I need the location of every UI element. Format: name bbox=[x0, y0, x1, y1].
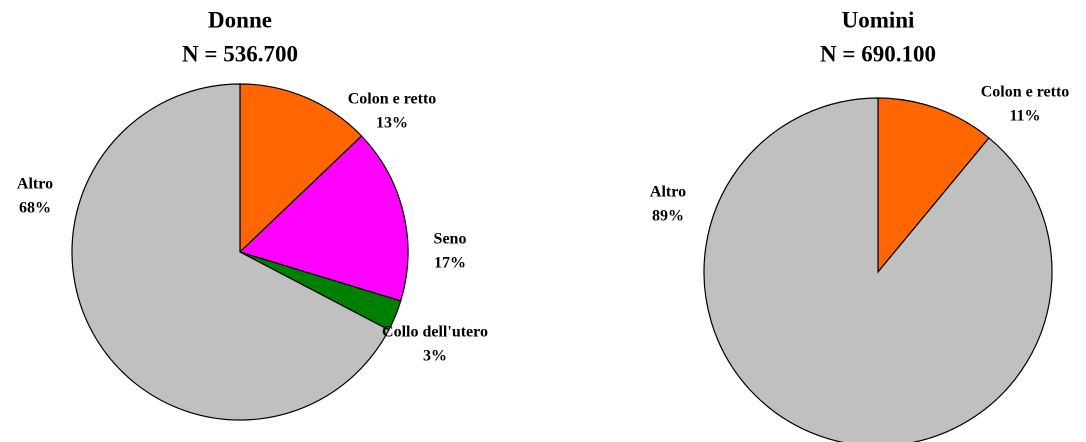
chart-subtitle: N = 690.100 bbox=[820, 41, 936, 66]
slice-label: Seno bbox=[434, 231, 467, 248]
slice-value-label: 89% bbox=[652, 208, 684, 225]
slice-label: Altro bbox=[650, 184, 686, 201]
slice-label: Altro bbox=[17, 176, 53, 193]
slice-value-label: 3% bbox=[423, 348, 447, 365]
chart-subtitle: N = 536.700 bbox=[182, 41, 298, 66]
chart-title: Donne bbox=[208, 7, 272, 32]
chart-title: Uomini bbox=[842, 7, 915, 32]
pie-slice bbox=[877, 97, 990, 274]
slice-value-label: 68% bbox=[19, 200, 51, 217]
slice-value-label: 17% bbox=[434, 255, 466, 272]
slice-value-label: 11% bbox=[1009, 108, 1040, 125]
pie-slice bbox=[703, 97, 1053, 442]
slice-value-label: 13% bbox=[376, 115, 408, 132]
slice-label: Colon e retto bbox=[981, 84, 1070, 101]
slice-label: Colon e retto bbox=[348, 91, 437, 108]
slice-label: Collo dell'utero bbox=[382, 324, 488, 341]
pie-slice bbox=[71, 83, 390, 421]
pie-slice bbox=[238, 135, 409, 302]
pie-slice bbox=[239, 83, 363, 254]
